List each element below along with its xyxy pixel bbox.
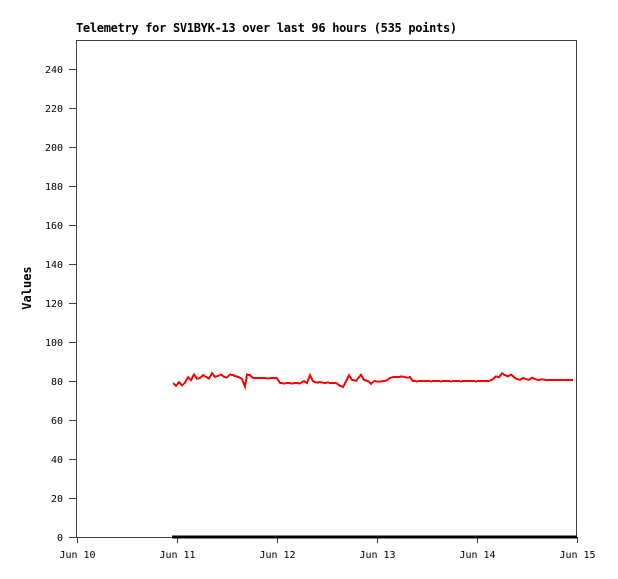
y-tick-label: 80 xyxy=(51,377,63,388)
y-axis-title: Values xyxy=(20,266,34,309)
plot-border xyxy=(76,40,577,538)
y-tick-label: 140 xyxy=(45,260,63,271)
x-tick-label: Jun 13 xyxy=(359,550,395,561)
x-axis-ticks: Jun 10 Jun 11 Jun 12 Jun 13 Jun 14 Jun 15 xyxy=(59,537,596,561)
y-tick-label: 100 xyxy=(45,338,63,349)
y-tick-label: 220 xyxy=(45,104,63,115)
y-tick-label: 120 xyxy=(45,299,63,310)
x-tick-label: Jun 10 xyxy=(59,550,95,561)
y-tick-label: 20 xyxy=(51,494,63,505)
x-tick-label: Jun 11 xyxy=(159,550,195,561)
y-tick-label: 40 xyxy=(51,455,63,466)
chart-title: Telemetry for SV1BYK-13 over last 96 hou… xyxy=(76,21,457,35)
y-tick-label: 240 xyxy=(45,65,63,76)
y-tick-label: 200 xyxy=(45,143,63,154)
y-tick-label: 180 xyxy=(45,182,63,193)
y-tick-label: 60 xyxy=(51,416,63,427)
x-tick-label: Jun 15 xyxy=(559,550,595,561)
telemetry-analog-value-line xyxy=(172,371,573,391)
y-tick-label: 0 xyxy=(57,533,63,544)
y-tick-label: 160 xyxy=(45,221,63,232)
data-series xyxy=(172,371,577,539)
y-axis-ticks: 0 20 40 60 80 100 120 140 160 180 200 220 240 xyxy=(45,65,77,544)
x-tick-label: Jun 12 xyxy=(259,550,295,561)
x-tick-label: Jun 14 xyxy=(459,550,495,561)
